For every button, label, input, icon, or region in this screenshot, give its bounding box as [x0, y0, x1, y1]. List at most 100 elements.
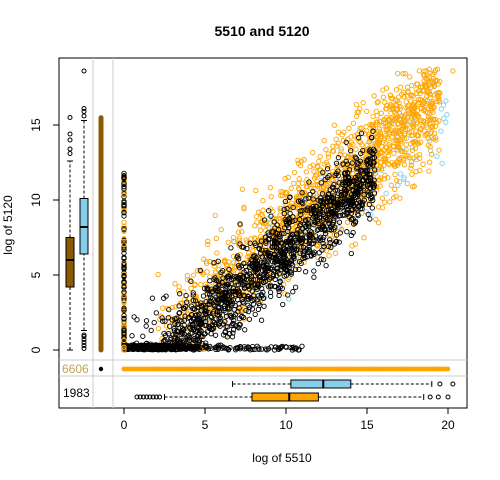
- point-black: [264, 265, 270, 272]
- point-black: [267, 282, 274, 288]
- point-x-zero: [121, 347, 127, 353]
- point-black: [349, 160, 355, 166]
- point-black: [292, 217, 298, 224]
- point-black: [265, 346, 272, 352]
- point-black: [276, 292, 282, 299]
- point-orange: [389, 95, 396, 101]
- point-orange: [411, 155, 417, 161]
- point-black: [259, 346, 265, 352]
- point-black: [176, 310, 182, 316]
- point-black: [194, 336, 200, 342]
- x-tick-label: 5: [202, 418, 209, 432]
- point-black: [179, 346, 185, 352]
- point-orange: [321, 137, 327, 144]
- point-orange: [411, 111, 417, 118]
- point-orange: [192, 282, 198, 288]
- point-orange: [268, 194, 274, 200]
- point-black: [326, 173, 332, 179]
- point-orange: [375, 204, 382, 210]
- point-black: [148, 327, 154, 334]
- point-black: [183, 337, 189, 343]
- point-black: [200, 333, 206, 340]
- point-orange: [244, 239, 250, 245]
- point-orange: [325, 181, 331, 187]
- point-orange: [310, 162, 316, 168]
- point-black: [330, 195, 337, 201]
- point-orange: [382, 99, 388, 106]
- point-black: [302, 229, 309, 235]
- point-black: [278, 259, 284, 265]
- point-orange: [338, 146, 344, 152]
- point-orange: [342, 152, 348, 158]
- point-orange: [400, 122, 406, 129]
- point-x-zero: [121, 191, 127, 198]
- point-orange: [397, 84, 404, 90]
- zero-count-label: 6606: [62, 362, 89, 376]
- zero-column-point: [98, 115, 104, 121]
- point-orange: [378, 110, 384, 116]
- point-black: [221, 305, 227, 312]
- outlier: [81, 346, 87, 351]
- point-orange: [350, 120, 357, 126]
- point-orange: [397, 116, 403, 122]
- point-orange: [375, 220, 382, 226]
- point-black: [250, 346, 256, 353]
- point-black: [315, 216, 321, 223]
- point-black: [244, 273, 250, 279]
- point-orange: [397, 195, 403, 201]
- point-black: [228, 245, 234, 251]
- point-orange: [379, 123, 385, 129]
- point-orange: [276, 215, 282, 221]
- outlier: [67, 131, 73, 137]
- point-black: [162, 337, 168, 343]
- point-black: [317, 237, 323, 244]
- outlier: [144, 394, 150, 400]
- point-orange: [426, 66, 432, 73]
- point-x-zero: [121, 324, 127, 331]
- point-black: [258, 317, 265, 323]
- point-orange: [246, 250, 252, 256]
- point-black: [346, 198, 352, 204]
- point-black: [195, 315, 202, 321]
- point-orange: [425, 89, 431, 96]
- point-orange: [437, 90, 443, 96]
- point-orange: [426, 80, 432, 86]
- point-black: [330, 184, 336, 191]
- point-orange: [432, 123, 439, 129]
- point-orange: [335, 129, 341, 135]
- point-orange: [401, 119, 408, 125]
- point-black: [198, 320, 204, 327]
- point-x-zero: [121, 282, 127, 288]
- point-black: [296, 347, 302, 353]
- point-black: [343, 139, 349, 145]
- point-black: [221, 296, 227, 303]
- point-black: [149, 295, 156, 301]
- point-orange: [383, 106, 390, 112]
- point-orange: [320, 184, 327, 191]
- point-lightblue: [231, 259, 237, 266]
- point-black: [330, 193, 337, 199]
- point-black: [212, 275, 218, 281]
- point-orange: [236, 235, 242, 241]
- x-axis: 0 5 10 15 20: [121, 408, 455, 432]
- point-orange: [301, 157, 307, 163]
- point-orange: [405, 107, 411, 113]
- point-black: [266, 208, 272, 214]
- point-orange: [424, 120, 430, 126]
- point-orange: [172, 281, 178, 287]
- point-black: [172, 316, 178, 322]
- point-black: [222, 328, 229, 335]
- point-orange: [230, 234, 237, 241]
- point-x-zero: [121, 318, 127, 325]
- point-x-zero: [121, 315, 127, 322]
- plot-frame: [58, 57, 468, 409]
- point-black: [175, 321, 182, 327]
- point-black: [276, 288, 282, 295]
- point-black: [241, 269, 247, 275]
- point-black: [230, 288, 236, 295]
- point-black: [216, 320, 223, 327]
- point-black: [310, 188, 316, 195]
- point-black: [308, 210, 315, 217]
- point-black: [252, 311, 258, 318]
- point-black: [348, 250, 354, 257]
